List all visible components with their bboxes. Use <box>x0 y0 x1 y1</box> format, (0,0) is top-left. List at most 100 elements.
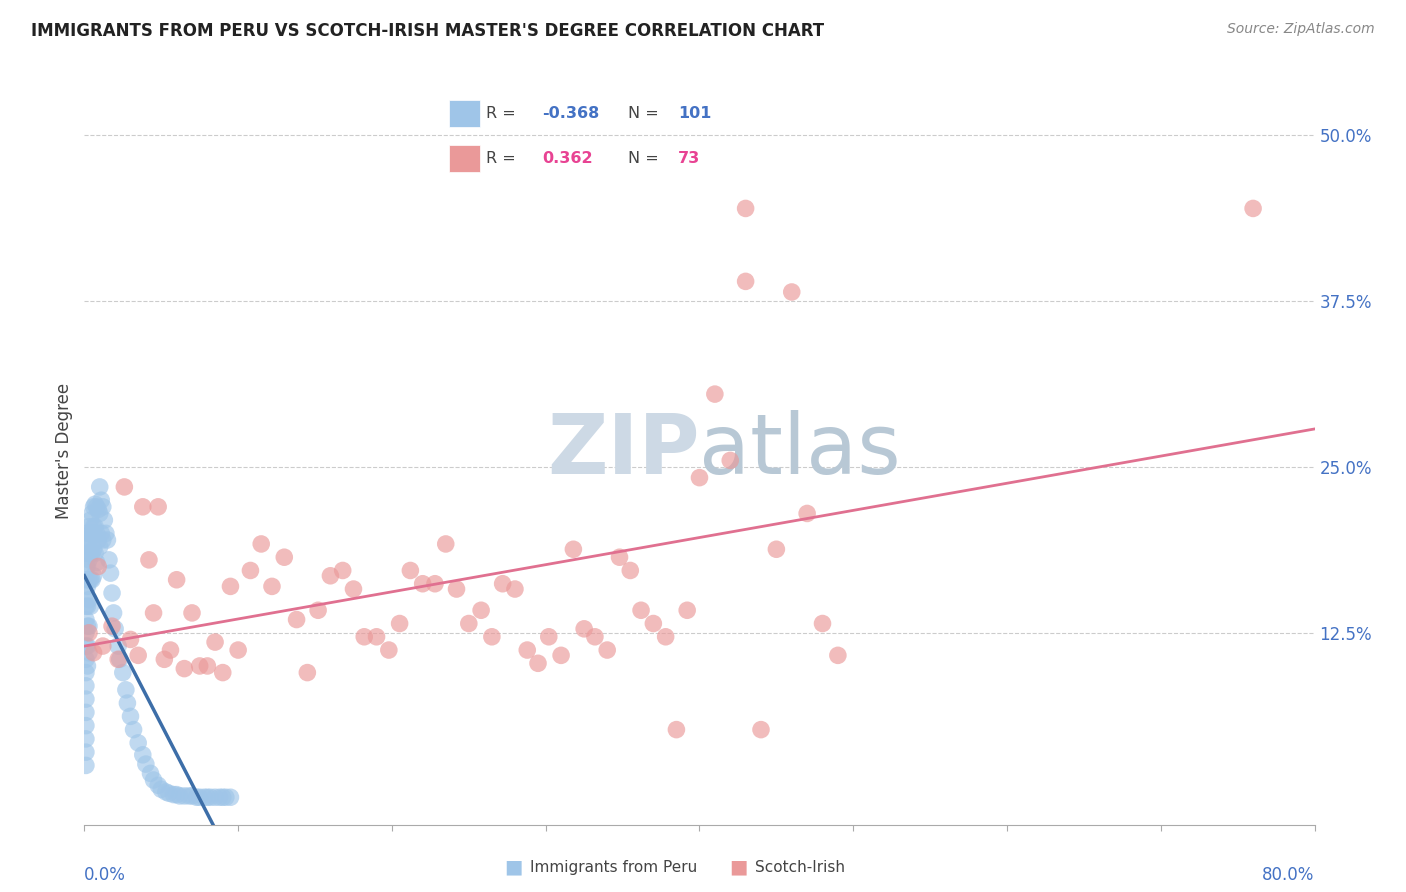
Point <box>89 540 111 554</box>
Point <box>332 564 354 578</box>
Point <box>689 470 711 484</box>
Point <box>169 789 191 803</box>
Y-axis label: Master's Degree: Master's Degree <box>55 383 73 518</box>
Point <box>166 573 188 587</box>
Point <box>87 533 110 547</box>
Point <box>127 736 149 750</box>
Text: IMMIGRANTS FROM PERU VS SCOTCH-IRISH MASTER'S DEGREE CORRELATION CHART: IMMIGRANTS FROM PERU VS SCOTCH-IRISH MAS… <box>31 22 824 40</box>
Point <box>138 553 160 567</box>
Point <box>412 576 434 591</box>
Point <box>260 579 283 593</box>
Point <box>665 723 688 737</box>
Point <box>115 682 138 697</box>
Point <box>654 630 676 644</box>
Point <box>780 285 803 299</box>
Point <box>142 606 165 620</box>
Point <box>285 613 308 627</box>
Point <box>120 709 142 723</box>
Point <box>76 579 98 593</box>
Text: 0.362: 0.362 <box>541 151 592 166</box>
Point <box>749 723 772 737</box>
Point <box>75 559 97 574</box>
Text: 73: 73 <box>678 151 700 166</box>
Point <box>188 659 211 673</box>
Point <box>76 526 98 541</box>
Point <box>89 507 111 521</box>
Point <box>89 480 111 494</box>
Point <box>75 679 97 693</box>
Point <box>96 533 118 547</box>
Text: N =: N = <box>628 151 659 166</box>
Point <box>596 643 619 657</box>
Point <box>153 652 176 666</box>
Point <box>132 500 155 514</box>
Point <box>75 665 97 680</box>
Point <box>159 643 181 657</box>
Point <box>86 500 108 514</box>
Point <box>84 519 107 533</box>
Point <box>197 790 219 805</box>
Point <box>200 790 222 805</box>
Point <box>111 665 134 680</box>
Point <box>83 646 105 660</box>
Point <box>162 788 184 802</box>
Text: ■: ■ <box>503 857 523 877</box>
Point <box>166 788 188 802</box>
Point <box>676 603 699 617</box>
Point <box>481 630 503 644</box>
Point <box>86 556 108 570</box>
Point <box>796 507 818 521</box>
Point <box>77 553 100 567</box>
Point <box>181 606 204 620</box>
Point <box>139 766 162 780</box>
Point <box>77 592 100 607</box>
Text: 0.0%: 0.0% <box>84 866 127 884</box>
Point <box>75 652 97 666</box>
Point <box>76 559 98 574</box>
Point <box>91 500 114 514</box>
Point <box>527 657 550 671</box>
Point <box>1241 202 1264 216</box>
Point <box>75 586 97 600</box>
Point <box>562 542 585 557</box>
Point <box>83 519 105 533</box>
Point <box>108 652 131 666</box>
Point <box>107 639 129 653</box>
Point <box>90 493 112 508</box>
Point <box>77 533 100 547</box>
Point <box>643 616 665 631</box>
Point <box>132 747 155 762</box>
Point <box>91 639 114 653</box>
Point <box>79 573 101 587</box>
Point <box>250 537 273 551</box>
Point <box>87 502 110 516</box>
Point <box>83 500 105 514</box>
Point <box>177 789 200 803</box>
Text: 80.0%: 80.0% <box>1263 866 1315 884</box>
Point <box>120 632 142 647</box>
Point <box>80 507 103 521</box>
Point <box>619 564 641 578</box>
Point <box>226 643 249 657</box>
Point <box>75 758 97 772</box>
Point <box>150 782 173 797</box>
Point <box>399 564 422 578</box>
Point <box>378 643 401 657</box>
Point <box>211 665 233 680</box>
Point <box>765 542 787 557</box>
Point <box>734 202 756 216</box>
Point <box>127 648 149 663</box>
Point <box>76 540 98 554</box>
Point <box>811 616 834 631</box>
Point <box>80 546 103 560</box>
Point <box>470 603 492 617</box>
Point <box>75 573 97 587</box>
Point <box>181 789 204 803</box>
Point <box>90 526 112 541</box>
Point <box>734 274 756 288</box>
Point <box>583 630 606 644</box>
Point <box>101 586 124 600</box>
Point <box>211 790 233 805</box>
Point <box>112 480 135 494</box>
Point <box>157 786 180 800</box>
